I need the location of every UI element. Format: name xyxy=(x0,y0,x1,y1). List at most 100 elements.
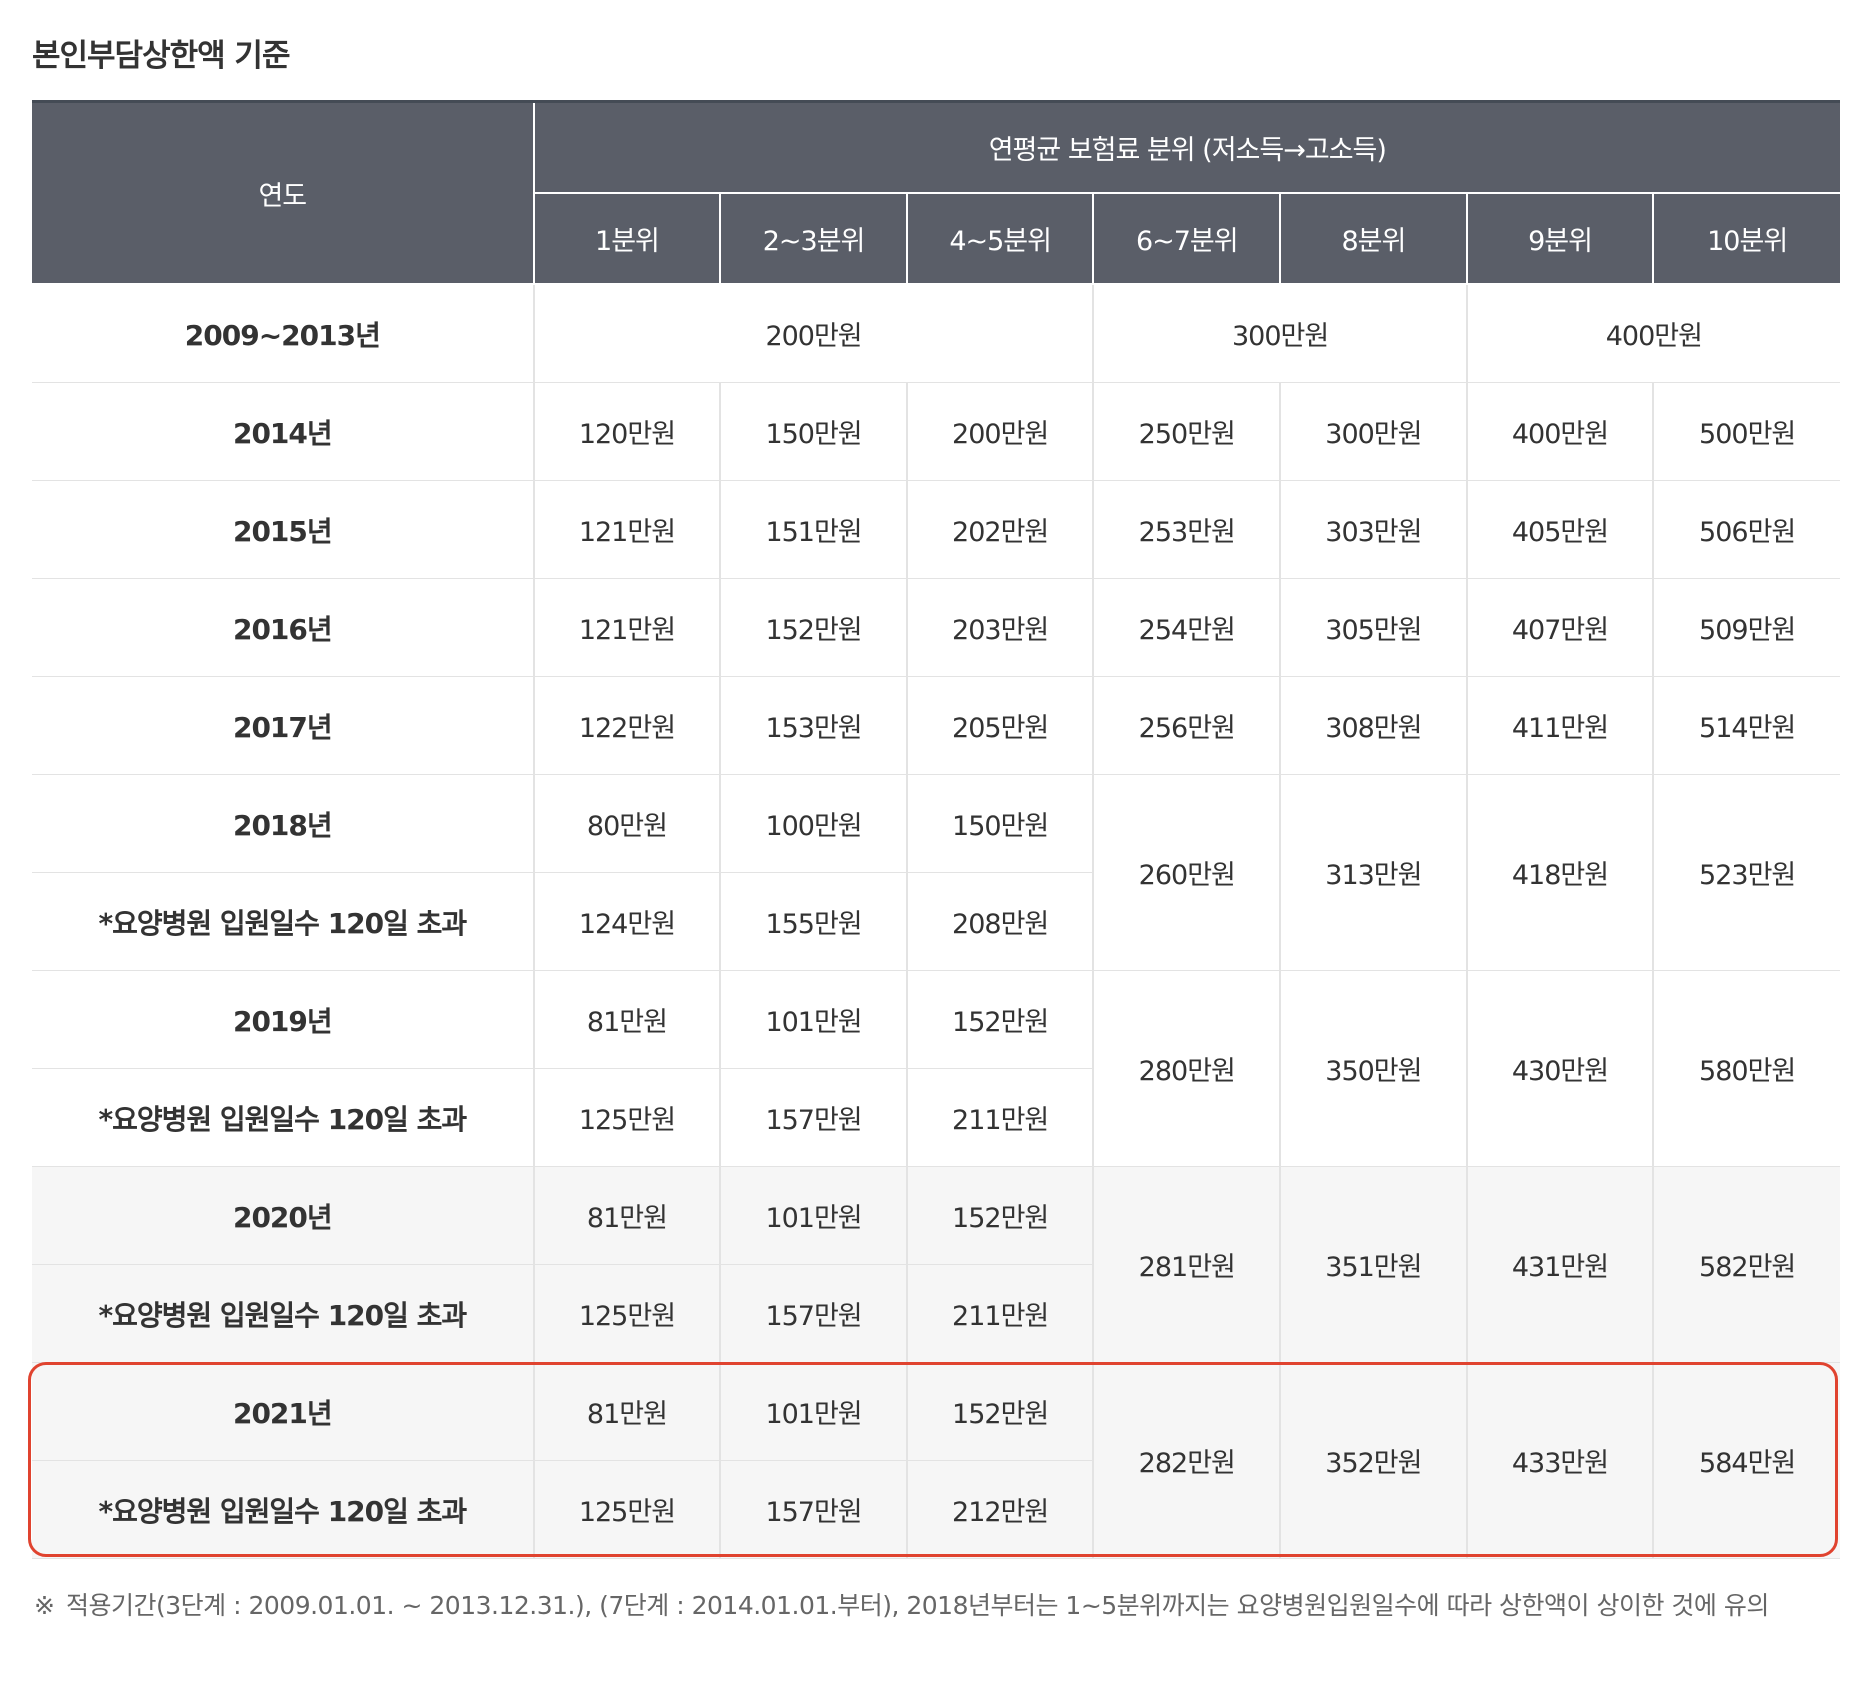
value-cell: 200만원 xyxy=(532,284,1094,383)
copay-ceiling-table: 연도 연평균 보험료 분위 (저소득→고소득) 1분위 2~3분위 4~5분위 … xyxy=(32,100,1840,1559)
value-cell: 582만원 xyxy=(1652,1166,1840,1363)
value-cell: 125만원 xyxy=(532,1264,721,1363)
footnote: ※ 적용기간(3단계 : 2009.01.01. ~ 2013.12.31.),… xyxy=(34,1585,1834,1627)
value-cell: 254만원 xyxy=(1092,578,1281,677)
value-cell: 152만원 xyxy=(905,1166,1094,1265)
value-cell: 282만원 xyxy=(1092,1362,1281,1559)
value-cell: 150만원 xyxy=(905,774,1094,873)
value-cell: 300만원 xyxy=(1092,284,1467,383)
value-cell: 303만원 xyxy=(1279,480,1467,579)
value-cell: 212만원 xyxy=(905,1460,1094,1559)
value-cell: 509만원 xyxy=(1652,578,1840,677)
year-cell: 2014년 xyxy=(32,382,534,481)
value-cell: 155만원 xyxy=(719,872,907,971)
value-cell: 400만원 xyxy=(1465,284,1840,383)
table-row: *요양병원 입원일수 120일 초과 124만원 155만원 208만원 xyxy=(32,872,1840,971)
sub-row-label: *요양병원 입원일수 120일 초과 xyxy=(32,1068,534,1167)
value-cell: 418만원 xyxy=(1465,774,1654,971)
year-cell: 2017년 xyxy=(32,676,534,775)
header-quantile: 6~7분위 xyxy=(1092,193,1281,285)
header-quantile: 9분위 xyxy=(1465,193,1654,285)
value-cell: 152만원 xyxy=(905,1362,1094,1461)
value-cell: 153만원 xyxy=(719,676,907,775)
header-quantile: 2~3분위 xyxy=(719,193,907,285)
value-cell: 121만원 xyxy=(532,578,721,677)
value-cell: 101만원 xyxy=(719,970,907,1069)
value-cell: 431만원 xyxy=(1465,1166,1654,1363)
value-cell: 203만원 xyxy=(905,578,1094,677)
value-cell: 100만원 xyxy=(719,774,907,873)
value-cell: 433만원 xyxy=(1465,1362,1654,1559)
value-cell: 313만원 xyxy=(1279,774,1467,971)
value-cell: 157만원 xyxy=(719,1068,907,1167)
value-cell: 280만원 xyxy=(1092,970,1281,1167)
table-row: 2018년 80만원 100만원 150만원 260만원 313만원 418만원… xyxy=(32,774,1840,971)
value-cell: 101만원 xyxy=(719,1362,907,1461)
value-cell: 151만원 xyxy=(719,480,907,579)
value-cell: 256만원 xyxy=(1092,676,1281,775)
header-quantile-group: 연평균 보험료 분위 (저소득→고소득) xyxy=(532,101,1840,194)
value-cell: 211만원 xyxy=(905,1068,1094,1167)
table-row: 2020년 81만원 101만원 152만원 281만원 351만원 431만원… xyxy=(32,1166,1840,1363)
value-cell: 351만원 xyxy=(1279,1166,1467,1363)
header-quantile: 1분위 xyxy=(532,193,721,285)
value-cell: 580만원 xyxy=(1652,970,1840,1167)
value-cell: 125만원 xyxy=(532,1460,721,1559)
year-cell: 2021년 xyxy=(32,1362,534,1461)
value-cell: 81만원 xyxy=(532,970,721,1069)
table-row: *요양병원 입원일수 120일 초과 125만원 157만원 211만원 xyxy=(32,1264,1840,1363)
table-row: 2019년 81만원 101만원 152만원 280만원 350만원 430만원… xyxy=(32,970,1840,1167)
value-cell: 253만원 xyxy=(1092,480,1281,579)
value-cell: 81만원 xyxy=(532,1362,721,1461)
value-cell: 152만원 xyxy=(719,578,907,677)
value-cell: 281만원 xyxy=(1092,1166,1281,1363)
header-quantile: 10분위 xyxy=(1652,193,1840,285)
year-cell: 2009~2013년 xyxy=(32,284,534,383)
header-quantile: 8분위 xyxy=(1279,193,1467,285)
value-cell: 300만원 xyxy=(1279,382,1467,481)
value-cell: 157만원 xyxy=(719,1264,907,1363)
value-cell: 430만원 xyxy=(1465,970,1654,1167)
year-cell: 2016년 xyxy=(32,578,534,677)
header-quantile: 4~5분위 xyxy=(905,193,1094,285)
sub-row-label: *요양병원 입원일수 120일 초과 xyxy=(32,872,534,971)
value-cell: 405만원 xyxy=(1465,480,1654,579)
value-cell: 150만원 xyxy=(719,382,907,481)
table-row: 2017년 122만원 153만원 205만원 256만원 308만원 411만… xyxy=(32,676,1840,775)
sub-row-label: *요양병원 입원일수 120일 초과 xyxy=(32,1460,534,1559)
value-cell: 250만원 xyxy=(1092,382,1281,481)
value-cell: 122만원 xyxy=(532,676,721,775)
table-row-highlighted: 2021년 81만원 101만원 152만원 282만원 352만원 433만원… xyxy=(32,1362,1840,1559)
sub-row-label: *요양병원 입원일수 120일 초과 xyxy=(32,1264,534,1363)
value-cell: 305만원 xyxy=(1279,578,1467,677)
value-cell: 157만원 xyxy=(719,1460,907,1559)
value-cell: 211만원 xyxy=(905,1264,1094,1363)
value-cell: 407만원 xyxy=(1465,578,1654,677)
value-cell: 514만원 xyxy=(1652,676,1840,775)
table-row: 2009~2013년 200만원 300만원 400만원 xyxy=(32,284,1840,383)
value-cell: 202만원 xyxy=(905,480,1094,579)
value-cell: 125만원 xyxy=(532,1068,721,1167)
value-cell: 506만원 xyxy=(1652,480,1840,579)
value-cell: 200만원 xyxy=(905,382,1094,481)
value-cell: 352만원 xyxy=(1279,1362,1467,1559)
value-cell: 350만원 xyxy=(1279,970,1467,1167)
value-cell: 120만원 xyxy=(532,382,721,481)
table-row-highlighted: *요양병원 입원일수 120일 초과 125만원 157만원 212만원 xyxy=(32,1460,1840,1559)
value-cell: 81만원 xyxy=(532,1166,721,1265)
year-cell: 2020년 xyxy=(32,1166,534,1265)
header-year: 연도 xyxy=(32,101,534,285)
value-cell: 152만원 xyxy=(905,970,1094,1069)
table-row: 2015년 121만원 151만원 202만원 253만원 303만원 405만… xyxy=(32,480,1840,579)
footnote-text: 적용기간(3단계 : 2009.01.01. ~ 2013.12.31.), (… xyxy=(66,1591,1769,1620)
value-cell: 208만원 xyxy=(905,872,1094,971)
table-row: *요양병원 입원일수 120일 초과 125만원 157만원 211만원 xyxy=(32,1068,1840,1167)
year-cell: 2015년 xyxy=(32,480,534,579)
table-row: 2014년 120만원 150만원 200만원 250만원 300만원 400만… xyxy=(32,382,1840,481)
value-cell: 500만원 xyxy=(1652,382,1840,481)
value-cell: 205만원 xyxy=(905,676,1094,775)
value-cell: 308만원 xyxy=(1279,676,1467,775)
page-title: 본인부담상한액 기준 xyxy=(32,38,290,74)
reference-mark-icon: ※ xyxy=(34,1591,55,1620)
value-cell: 523만원 xyxy=(1652,774,1840,971)
